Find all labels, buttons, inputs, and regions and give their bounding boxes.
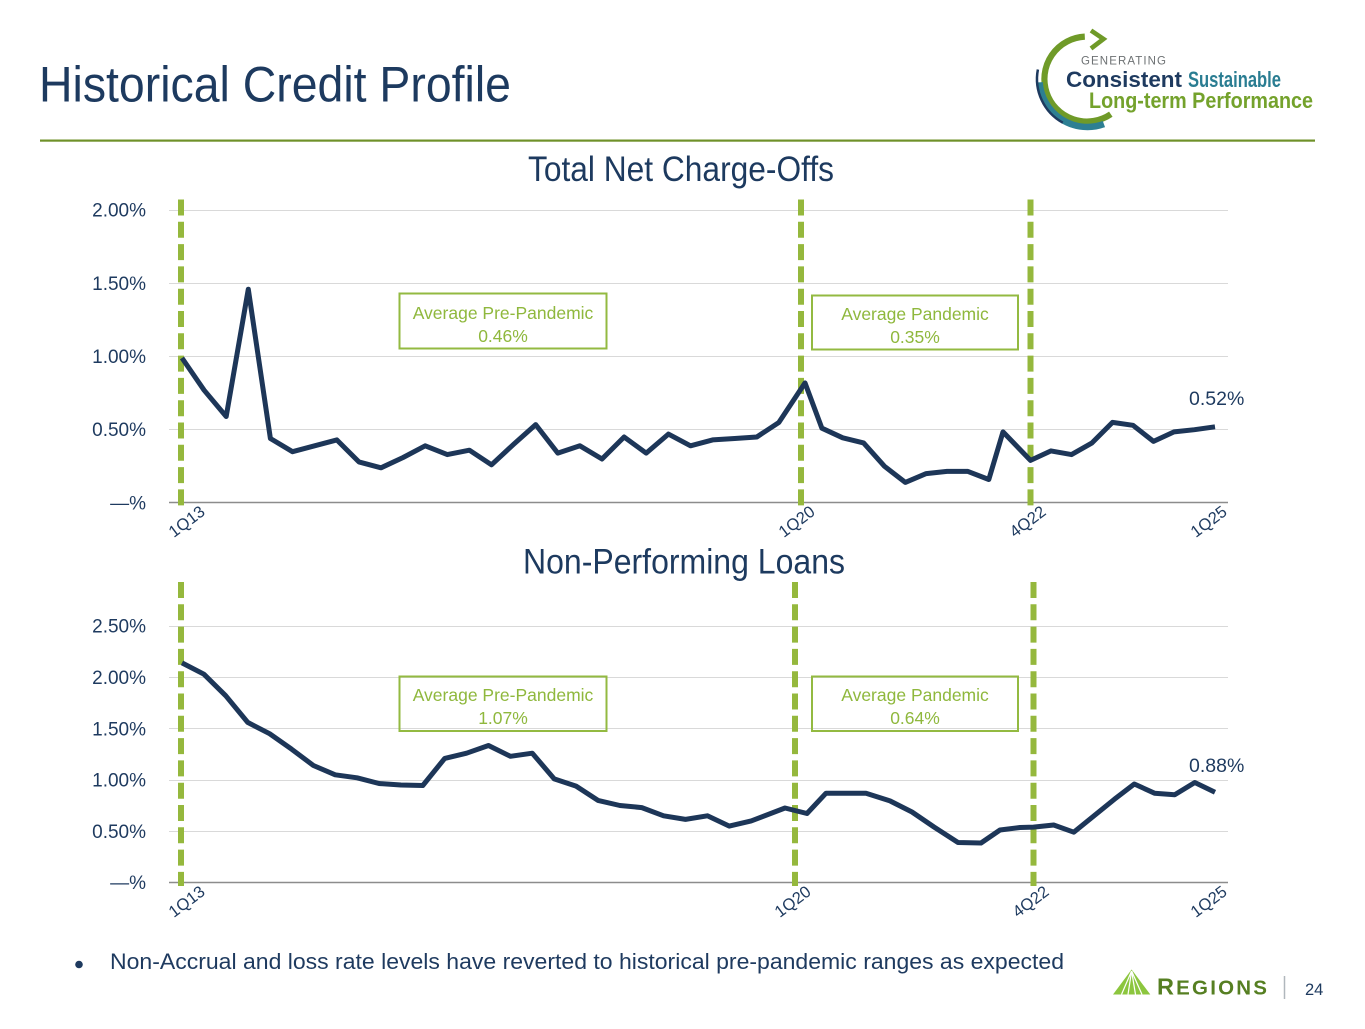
svg-text:GENERATING: GENERATING	[1081, 56, 1166, 68]
svg-text:0.50%: 0.50%	[92, 420, 146, 441]
svg-text:1.50%: 1.50%	[92, 274, 146, 295]
svg-text:1.07%: 1.07%	[478, 708, 528, 728]
svg-text:1Q20: 1Q20	[775, 503, 818, 542]
svg-text:0.64%: 0.64%	[890, 708, 940, 728]
svg-text:Non-Accrual and loss rate leve: Non-Accrual and loss rate levels have re…	[110, 949, 1064, 974]
svg-text:1.00%: 1.00%	[92, 347, 146, 368]
svg-text:—%: —%	[110, 873, 146, 894]
svg-text:Consistent: Consistent	[1066, 67, 1183, 92]
svg-text:4Q22: 4Q22	[1006, 503, 1049, 542]
svg-text:—%: —%	[110, 493, 146, 514]
svg-text:24: 24	[1305, 981, 1323, 999]
svg-text:1Q13: 1Q13	[165, 883, 208, 922]
svg-text:Historical Credit Profile: Historical Credit Profile	[39, 57, 511, 113]
svg-text:Average Pre-Pandemic: Average Pre-Pandemic	[413, 303, 594, 323]
svg-text:Long-term Performance: Long-term Performance	[1089, 88, 1313, 113]
svg-text:Average Pandemic: Average Pandemic	[841, 304, 989, 324]
svg-text:Average Pandemic: Average Pandemic	[841, 685, 989, 705]
svg-text:REGIONS: REGIONS	[1157, 974, 1269, 1000]
svg-text:Sustainable: Sustainable	[1188, 67, 1281, 92]
svg-text:0.46%: 0.46%	[478, 326, 528, 346]
svg-text:Total Net Charge-Offs: Total Net Charge-Offs	[528, 150, 834, 189]
svg-text:0.50%: 0.50%	[92, 822, 146, 843]
svg-text:1Q25: 1Q25	[1187, 503, 1230, 542]
svg-text:2.50%: 2.50%	[92, 617, 146, 638]
svg-text:0.52%: 0.52%	[1189, 388, 1244, 410]
svg-text:1.50%: 1.50%	[92, 719, 146, 740]
svg-text:0.88%: 0.88%	[1189, 755, 1244, 777]
svg-text:1Q25: 1Q25	[1187, 883, 1230, 922]
svg-text:2.00%: 2.00%	[92, 668, 146, 689]
svg-text:1.00%: 1.00%	[92, 771, 146, 792]
svg-text:2.00%: 2.00%	[92, 201, 146, 222]
svg-text:1Q13: 1Q13	[165, 503, 208, 542]
svg-text:Average Pre-Pandemic: Average Pre-Pandemic	[413, 685, 594, 705]
svg-text:4Q22: 4Q22	[1009, 883, 1052, 922]
svg-text:0.35%: 0.35%	[890, 327, 940, 347]
svg-text:1Q20: 1Q20	[771, 883, 814, 922]
svg-text:Non-Performing Loans: Non-Performing Loans	[523, 543, 845, 582]
